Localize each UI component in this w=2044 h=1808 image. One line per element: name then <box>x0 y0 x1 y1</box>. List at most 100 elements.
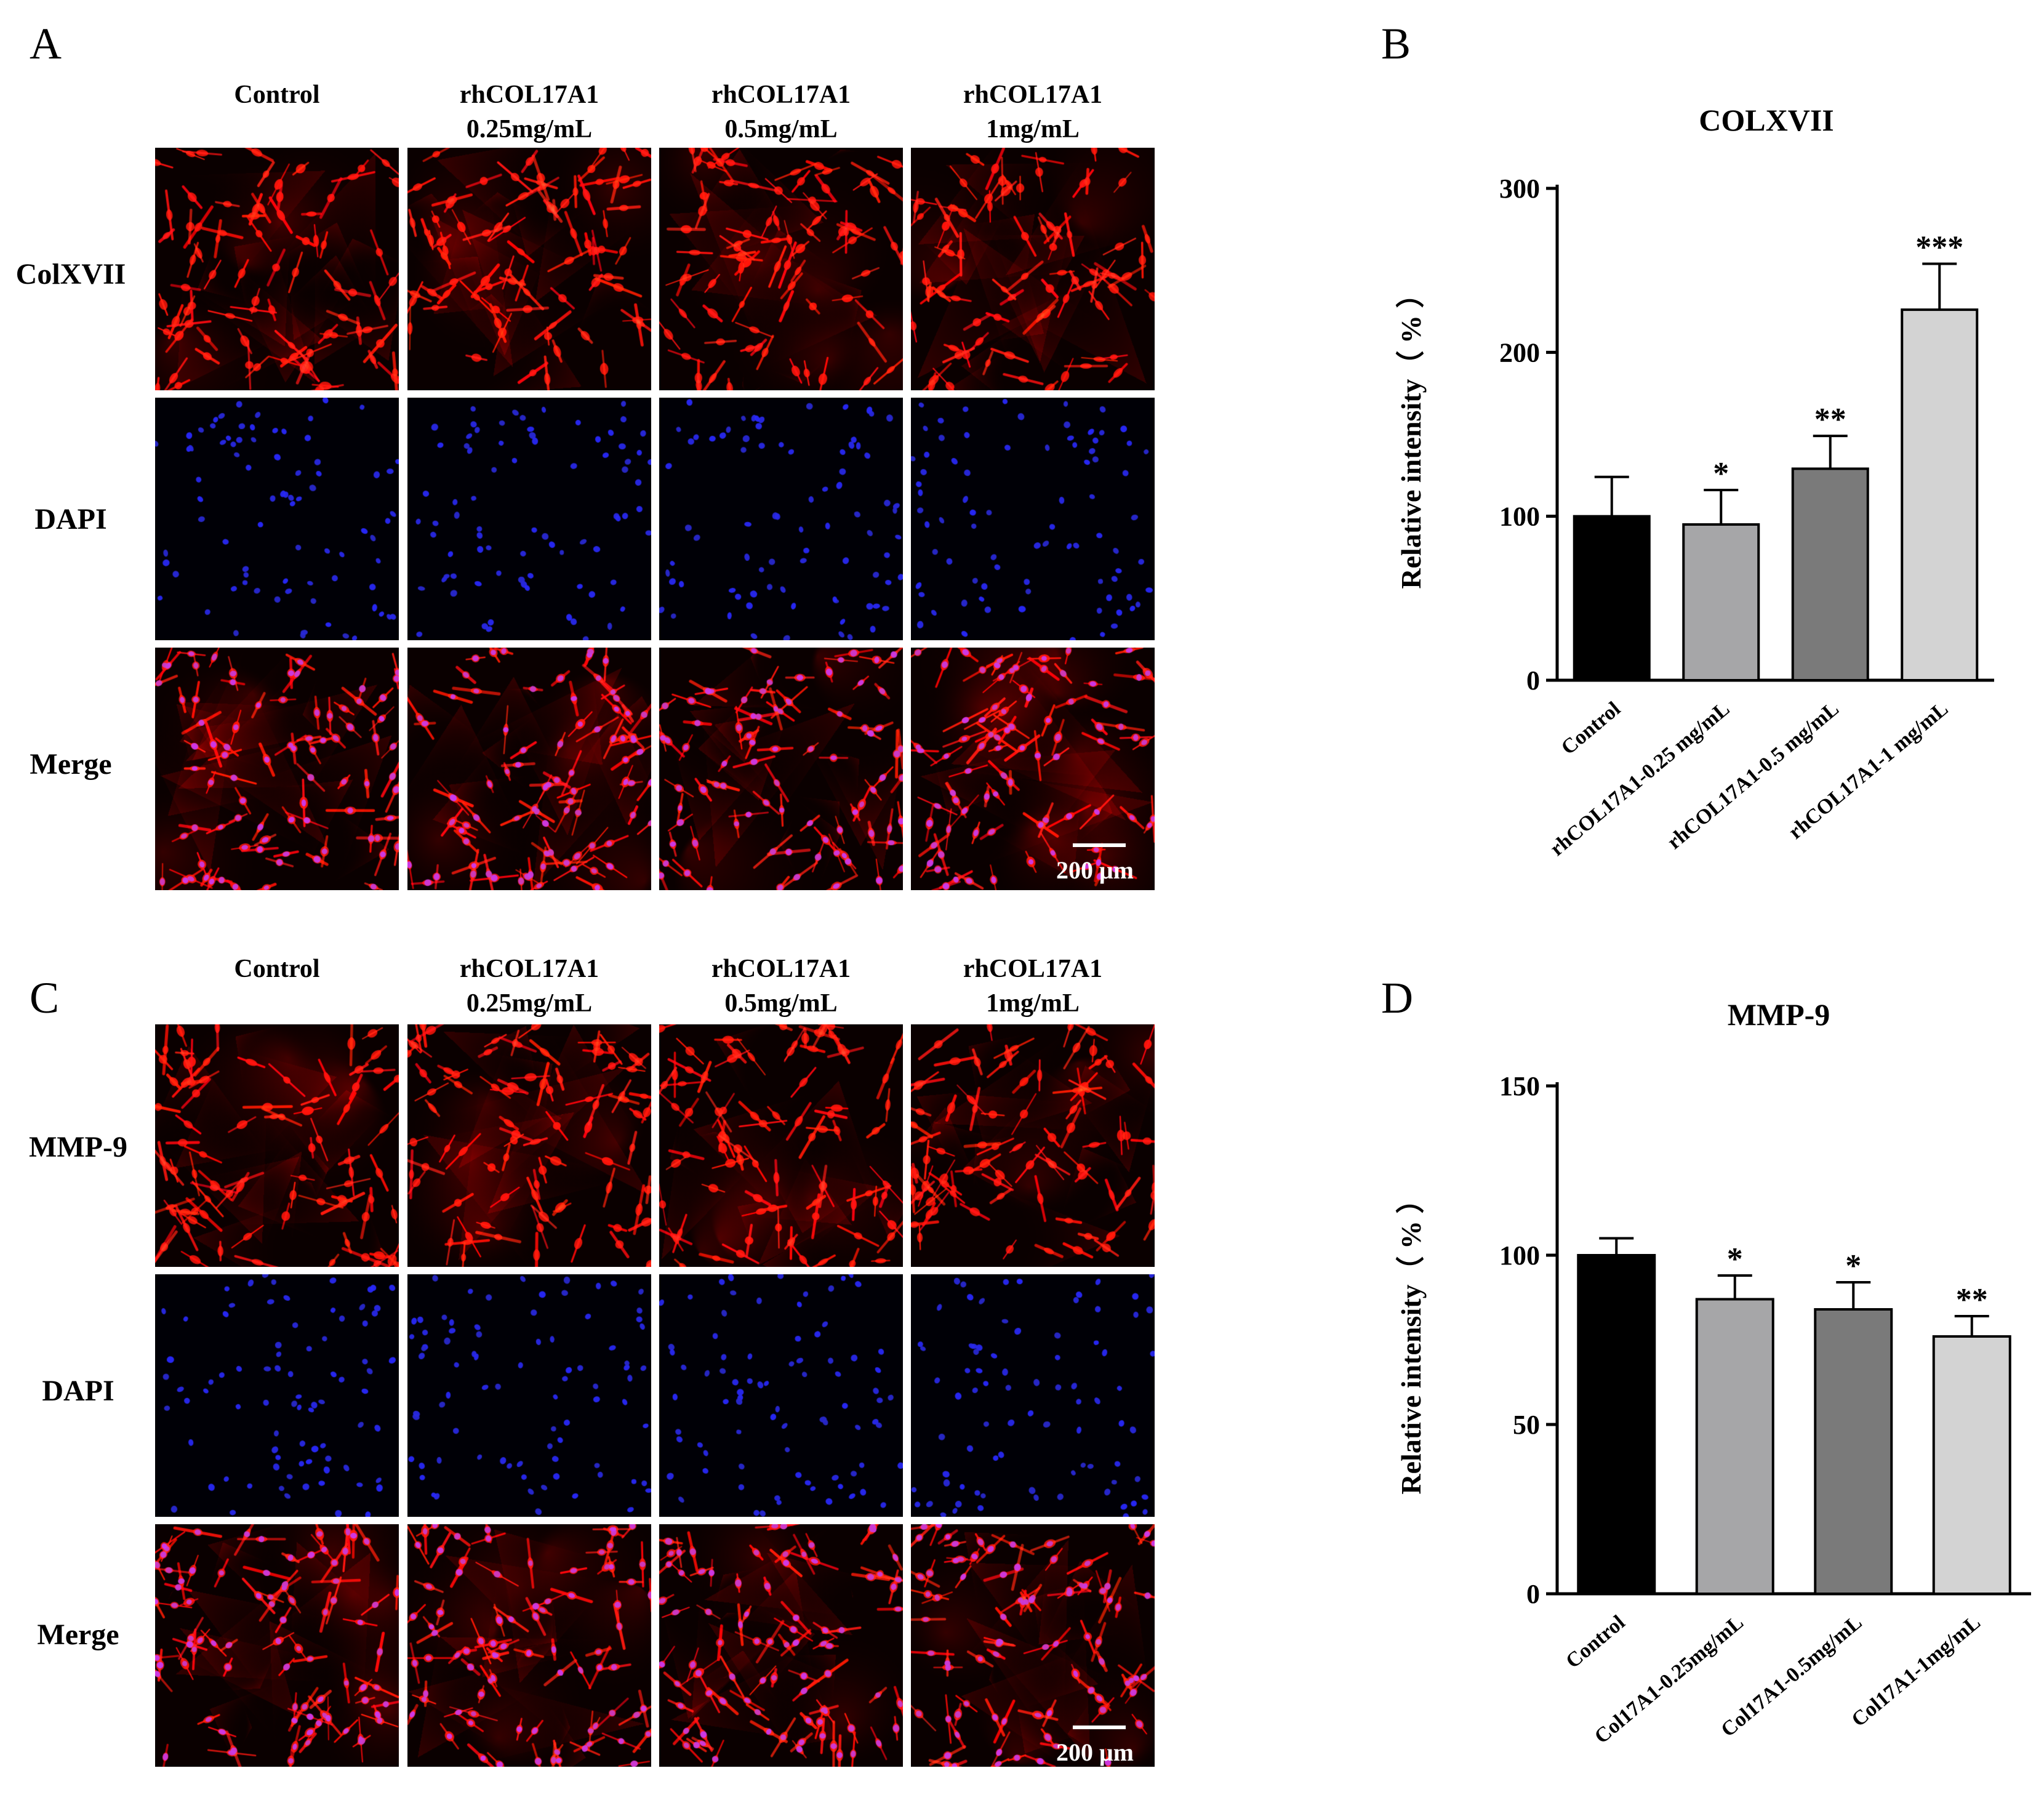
scale-bar-a <box>1073 843 1126 847</box>
micrograph-image <box>407 1024 651 1267</box>
micrograph-image <box>911 398 1155 640</box>
micrograph-red-tile <box>659 148 903 390</box>
micrograph-dapi-tile <box>155 1274 399 1517</box>
micrograph-merge-tile <box>659 1524 903 1767</box>
micrograph-red-tile <box>407 148 651 390</box>
micrograph-dapi-tile <box>659 1274 903 1517</box>
row-label-colxvii: ColXVII <box>15 258 126 291</box>
micrograph-merge-tile <box>155 648 399 890</box>
bar <box>1791 467 1869 681</box>
bar <box>1682 523 1760 681</box>
micrograph-image <box>659 1524 903 1767</box>
chart-title: COLXVII <box>1699 103 1834 137</box>
column-header-dose-025: rhCOL17A1 0.25mg/mL <box>459 955 599 1018</box>
column-header-dose-1: rhCOL17A1 1mg/mL <box>963 81 1103 143</box>
row-label-merge: Merge <box>30 748 112 781</box>
micrograph-image <box>911 1524 1155 1767</box>
micrograph-image <box>659 148 903 390</box>
micrograph-dapi-tile <box>911 398 1155 640</box>
panel-letter-d: D <box>1381 973 1413 1023</box>
bar-chart-colxvii: COLXVII 0 100 200 300 Relative intensity（ % ）… <box>1395 103 1994 861</box>
bar <box>1932 1335 2011 1595</box>
y-tick-label: 0 <box>1526 665 1540 696</box>
micrograph-dapi-tile <box>659 398 903 640</box>
y-tick-label: 100 <box>1499 502 1540 532</box>
y-tick-label: 150 <box>1499 1071 1540 1101</box>
micrograph-merge-tile <box>659 648 903 890</box>
y-tick-label: 0 <box>1526 1579 1540 1609</box>
y-tick-label: 200 <box>1499 337 1540 368</box>
micrograph-red-tile <box>407 1024 651 1267</box>
column-header-dose-025: rhCOL17A1 0.25mg/mL <box>459 81 599 143</box>
x-tick-label: Control <box>1557 697 1625 760</box>
micrograph-dapi-tile <box>155 398 399 640</box>
micrograph-image <box>659 398 903 640</box>
micrograph-red-tile <box>659 1024 903 1267</box>
bar <box>1577 1254 1656 1595</box>
micrograph-image <box>155 1024 399 1267</box>
row-label-dapi: DAPI <box>34 503 107 536</box>
y-tick-label: 50 <box>1513 1410 1540 1440</box>
bar <box>1573 515 1651 682</box>
micrograph-image <box>155 398 399 640</box>
micrograph-red-tile <box>155 148 399 390</box>
micrograph-red-tile <box>911 1024 1155 1267</box>
panel-letter-b: B <box>1381 19 1411 68</box>
micrograph-image <box>659 1274 903 1517</box>
significance-label: * <box>1713 456 1729 491</box>
column-header-dose-05: rhCOL17A1 0.5mg/mL <box>711 81 851 143</box>
column-header-control: Control <box>234 955 320 983</box>
micrograph-image <box>155 148 399 390</box>
x-tick-label: rhCOL17A1-0.25 mg/mL <box>1545 697 1734 861</box>
micrograph-dapi-tile <box>407 398 651 640</box>
micrograph-red-tile <box>155 1024 399 1267</box>
micrograph-image <box>407 1274 651 1517</box>
y-tick-label: 100 <box>1499 1240 1540 1271</box>
row-label-merge: Merge <box>37 1618 119 1651</box>
micrograph-image <box>155 1524 399 1767</box>
micrograph-image <box>659 1024 903 1267</box>
x-tick-label: Control <box>1561 1611 1629 1673</box>
bar <box>1695 1298 1774 1595</box>
significance-label: *** <box>1915 230 1963 265</box>
significance-label: * <box>1727 1242 1743 1277</box>
micrograph-merge-tile <box>407 648 651 890</box>
x-tick-label: Col17A1-1mg/mL <box>1847 1611 1984 1732</box>
significance-label: ** <box>1814 402 1846 437</box>
micrograph-red-tile <box>911 148 1155 390</box>
scale-label-c: 200 μm <box>1056 1738 1134 1766</box>
significance-label: * <box>1845 1248 1861 1284</box>
bar <box>1901 308 1979 681</box>
x-tick-label: rhCOL17A1-0.5 mg/mL <box>1663 697 1843 854</box>
micrograph-image <box>911 1024 1155 1267</box>
y-axis-label: Relative intensity（ % ） <box>1395 1185 1427 1494</box>
bar-chart-mmp9: MMP-9 0 50 100 150 Relative intensity（ % ） Con… <box>1395 997 2031 1748</box>
micrograph-image <box>407 648 651 890</box>
micrograph-dapi-tile <box>911 1274 1155 1517</box>
column-header-dose-05: rhCOL17A1 0.5mg/mL <box>711 955 851 1018</box>
micrograph-dapi-tile <box>407 1274 651 1517</box>
significance-label: ** <box>1956 1282 1988 1317</box>
micrograph-merge-tile <box>911 648 1155 890</box>
micrograph-image <box>155 1274 399 1517</box>
micrograph-image <box>911 148 1155 390</box>
micrograph-image <box>911 1274 1155 1517</box>
micrograph-image <box>659 648 903 890</box>
micrograph-image <box>407 148 651 390</box>
micrograph-image <box>155 648 399 890</box>
micrograph-image <box>407 398 651 640</box>
y-tick-label: 300 <box>1499 174 1540 204</box>
column-header-dose-1: rhCOL17A1 1mg/mL <box>963 955 1103 1018</box>
scale-bar-c <box>1073 1726 1126 1729</box>
column-header-control: Control <box>234 81 320 109</box>
y-axis-label: Relative intensity（ % ） <box>1395 279 1427 589</box>
bar <box>1814 1308 1893 1595</box>
micrograph-merge-tile <box>407 1524 651 1767</box>
row-label-dapi: DAPI <box>42 1375 114 1407</box>
chart-title: MMP-9 <box>1728 997 1830 1032</box>
micrograph-image <box>407 1524 651 1767</box>
micrograph-merge-tile <box>911 1524 1155 1767</box>
micrograph-merge-tile <box>155 1524 399 1767</box>
scale-label-a: 200 μm <box>1056 856 1134 884</box>
row-label-mmp9: MMP-9 <box>29 1131 127 1163</box>
